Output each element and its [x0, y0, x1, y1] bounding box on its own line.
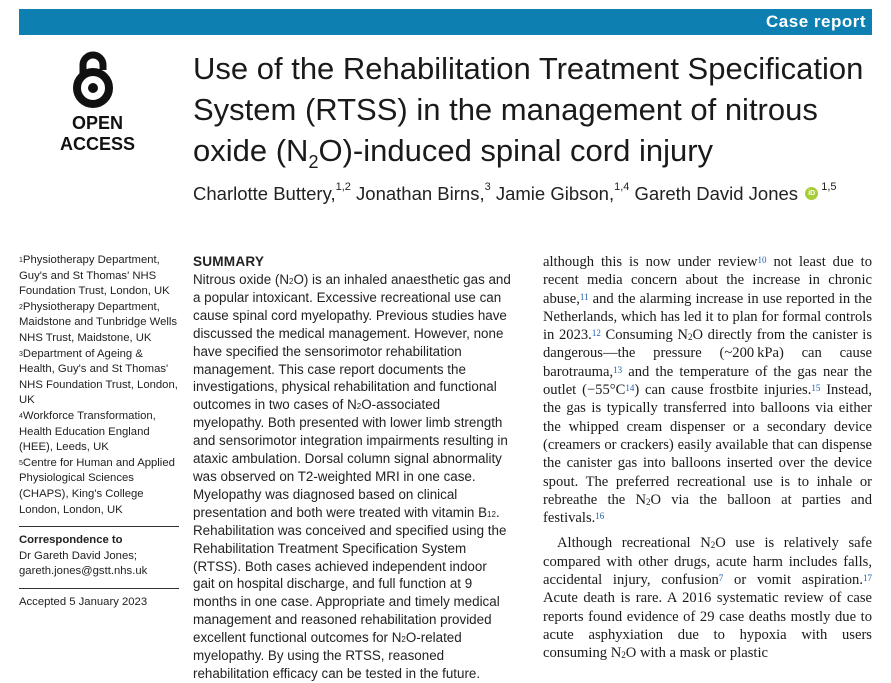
summary-text: Nitrous oxide (N2O) is an inhaled anaest… [193, 272, 511, 681]
author-list: Charlotte Buttery,1,2 Jonathan Birns,3 J… [193, 181, 837, 204]
affiliation: 2Physiotherapy Department, Maidstone and… [19, 300, 178, 344]
affiliations-column: 1Physiotherapy Department, Guy's and St … [19, 253, 179, 622]
affiliation: 1Physiotherapy Department, Guy's and St … [19, 254, 170, 298]
summary-section: SUMMARY Nitrous oxide (N2O) is an inhale… [193, 253, 511, 683]
reference-link[interactable]: 14 [625, 383, 635, 394]
reference-link[interactable]: 15 [811, 383, 821, 394]
reference-link[interactable]: 17 [863, 573, 872, 584]
summary-heading: SUMMARY [193, 254, 265, 269]
correspondence-email[interactable]: gareth.jones@gstt.nhs.uk [19, 565, 148, 578]
correspondence-heading: Correspondence to [19, 534, 123, 547]
reference-link[interactable]: 13 [613, 364, 623, 375]
body-paragraph: Although recreational N2O use is relativ… [543, 535, 872, 662]
section-label: Case report [766, 12, 866, 31]
section-banner: Case report [19, 9, 872, 35]
reference-link[interactable]: 12 [591, 328, 601, 339]
affiliation: 4Workforce Transformation, Health Educat… [19, 409, 156, 454]
correspondence-name: Dr Gareth David Jones; [19, 549, 138, 562]
orcid-icon[interactable]: iD [805, 186, 819, 200]
open-access-label: OPEN ACCESS [59, 113, 135, 154]
author-name[interactable]: Jonathan Birns, [356, 183, 485, 204]
article-title: Use of the Rehabilitation Treatment Spec… [193, 51, 864, 173]
affiliation: 3Department of Ageing & Health, Guy's an… [19, 347, 178, 407]
divider [19, 587, 179, 589]
reference-link[interactable]: 11 [579, 291, 589, 302]
body-paragraph: although this is now under review10 not … [543, 254, 873, 527]
author-name[interactable]: Jamie Gibson, [495, 183, 615, 204]
reference-link[interactable]: 7 [718, 573, 724, 584]
reference-link[interactable]: 16 [595, 511, 605, 522]
author-name[interactable]: Charlotte Buttery, [193, 183, 336, 204]
divider [19, 526, 179, 528]
author-name[interactable]: Gareth David Jones [634, 183, 799, 204]
reference-link[interactable]: 10 [757, 255, 767, 265]
body-text-column: although this is now under review10 not … [543, 253, 872, 663]
accepted-date: Accepted 5 January 2023 [19, 595, 148, 608]
open-access-lock-icon [73, 51, 113, 108]
affiliation: 5Centre for Human and Applied Physiologi… [19, 456, 175, 516]
